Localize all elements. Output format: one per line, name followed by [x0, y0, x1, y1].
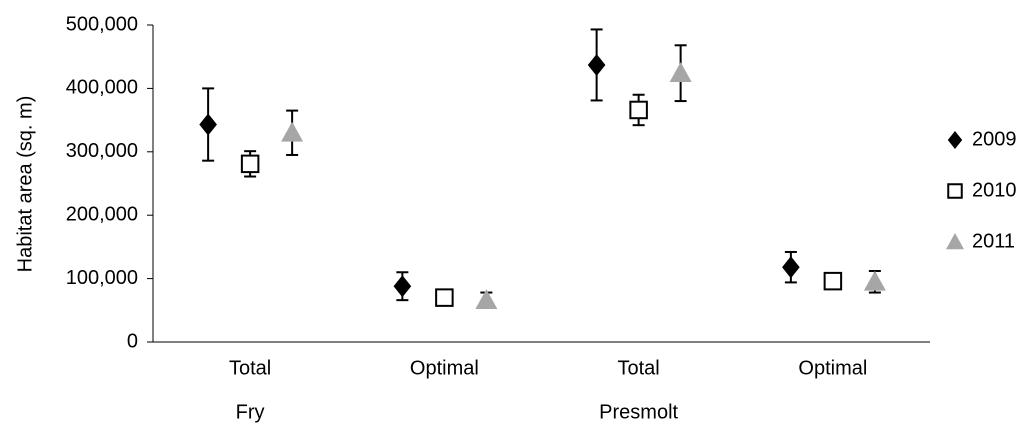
- group-label: Fry: [236, 401, 265, 423]
- y-tick-label: 300,000: [66, 140, 138, 162]
- point: [863, 270, 886, 291]
- point: [782, 256, 800, 279]
- point: [199, 113, 217, 136]
- x-tick-label: Total: [618, 357, 660, 379]
- point: [281, 121, 304, 142]
- point: [240, 154, 260, 174]
- point: [669, 62, 692, 82]
- y-tick-label: 500,000: [66, 13, 138, 35]
- x-tick-label: Total: [229, 357, 271, 379]
- point: [435, 288, 454, 307]
- group-label: Presmolt: [599, 401, 678, 423]
- legend-label: 2009: [972, 128, 1017, 150]
- y-axis-label: Habitat area (sq. m): [14, 96, 36, 273]
- y-tick-label: 0: [127, 330, 138, 352]
- y-tick-label: 200,000: [66, 203, 138, 225]
- y-tick-label: 400,000: [66, 77, 138, 99]
- point: [393, 275, 412, 298]
- point: [587, 53, 606, 76]
- legend-marker: [946, 233, 964, 250]
- point: [475, 289, 498, 309]
- legend-label: 2010: [972, 179, 1017, 201]
- y-tick-label: 100,000: [66, 267, 138, 289]
- point: [823, 271, 843, 291]
- x-tick-label: Optimal: [798, 357, 867, 379]
- point: [629, 100, 648, 120]
- legend-marker: [947, 183, 963, 199]
- legend-marker: [947, 131, 963, 149]
- x-tick-label: Optimal: [410, 357, 479, 379]
- legend-label: 2011: [972, 230, 1015, 252]
